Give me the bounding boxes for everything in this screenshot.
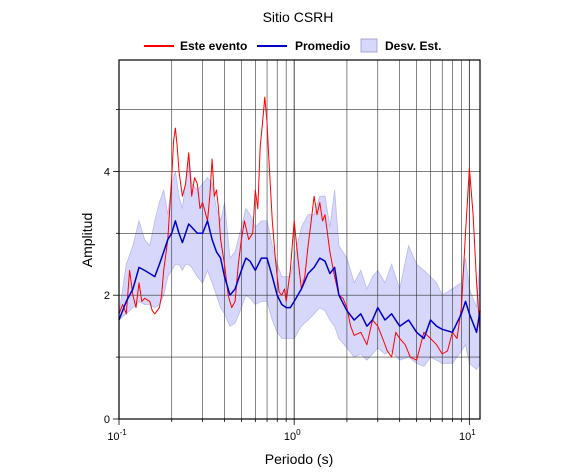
legend: Este evento Promedio Desv. Est. [144,38,441,53]
x-tick-label: 100 [284,428,301,443]
y-axis-label: Amplitud [79,213,95,267]
axes-frame [118,59,481,420]
x-axis-label: Periodo (s) [265,451,333,467]
series-line-mean [118,220,481,340]
y-tick-label: 0 [104,414,110,426]
stddev-band-layer [118,152,481,371]
legend-label-mean: Promedio [295,39,350,53]
y-tick-label: 2 [104,290,110,302]
legend-label-band: Desv. Est. [385,39,441,53]
x-tick-label: 10-1 [107,428,127,443]
plot-frame [118,59,481,420]
stddev-band [118,152,481,371]
chart-title: Sitio CSRH [263,9,334,25]
legend-swatch-band [360,38,378,53]
x-tick-label: 101 [459,428,476,443]
tick-layer: 0 2 4 10-1 100 101 [104,109,476,443]
y-tick-label: 4 [104,166,110,178]
legend-label-event: Este evento [180,39,247,53]
grid-layer [118,60,480,419]
series-layer [118,96,481,361]
series-line-event [118,96,481,361]
